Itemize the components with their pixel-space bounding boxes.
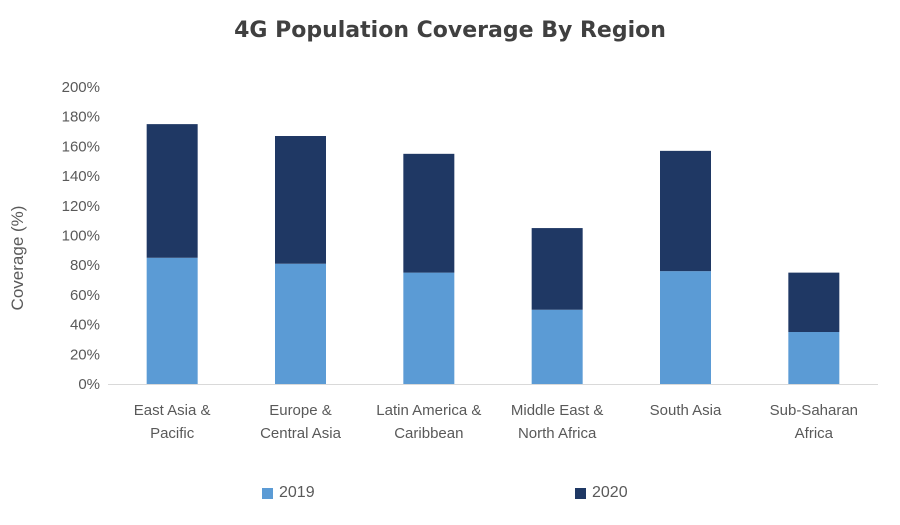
bar-2019-0 <box>146 257 198 384</box>
chart-title: 4G Population Coverage By Region <box>234 18 666 43</box>
legend-swatch-2020 <box>575 487 586 499</box>
x-tick-label: Sub-Saharan <box>770 402 858 419</box>
x-tick-label: Middle East & <box>511 402 604 419</box>
y-tick-label: 40% <box>70 317 100 334</box>
bar-2020-2 <box>403 153 455 273</box>
x-tick-label: Latin America & <box>376 402 481 419</box>
legend-item-2020: 2020 <box>575 484 628 502</box>
x-tick-label: Central Asia <box>260 425 342 442</box>
y-tick-label: 120% <box>62 198 100 215</box>
bar-2020-0 <box>146 124 198 258</box>
y-tick-label: 0% <box>78 376 100 393</box>
y-tick-label: 180% <box>62 109 100 126</box>
x-tick-label: Europe & <box>269 402 332 419</box>
bar-2020-4 <box>660 150 711 272</box>
legend-label-2019: 2019 <box>279 484 315 501</box>
legend-item-2019: 2019 <box>262 484 315 502</box>
x-tick-label: East Asia & <box>134 402 211 419</box>
bar-2019-1 <box>275 263 326 384</box>
legend-swatch-2019 <box>262 487 273 499</box>
bar-2020-1 <box>275 136 326 264</box>
y-tick-label: 100% <box>62 228 100 245</box>
legend-label-2020: 2020 <box>592 484 628 501</box>
bar-2019-2 <box>403 272 455 384</box>
x-tick-label: Pacific <box>150 425 195 442</box>
y-tick-label: 20% <box>70 346 100 363</box>
y-tick-label: 160% <box>62 138 100 155</box>
bar-2019-5 <box>788 332 840 384</box>
x-tick-label: North Africa <box>518 425 597 442</box>
bar-2019-4 <box>660 271 711 384</box>
x-tick-label: South Asia <box>650 402 722 419</box>
bar-2020-5 <box>788 272 840 333</box>
y-tick-label: 140% <box>62 168 100 185</box>
y-tick-label: 200% <box>62 79 100 96</box>
y-tick-label: 60% <box>70 287 100 304</box>
bar-2019-3 <box>531 309 583 384</box>
bar-2020-3 <box>531 228 583 310</box>
x-tick-label: Africa <box>795 425 834 442</box>
x-tick-label: Caribbean <box>394 425 463 442</box>
y-tick-label: 80% <box>70 257 100 274</box>
